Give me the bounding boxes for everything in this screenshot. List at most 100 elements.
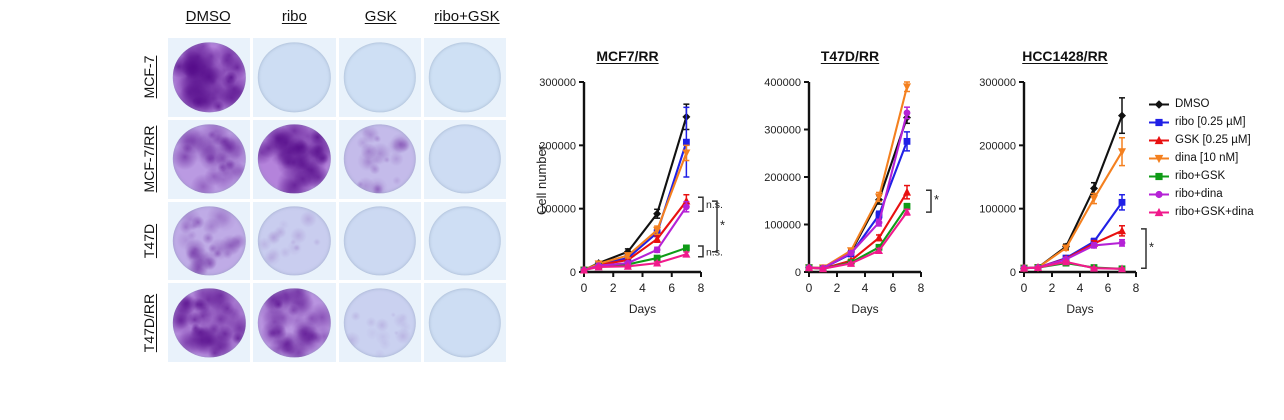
y-tick-label: 300000: [979, 77, 1016, 89]
well-disc: [343, 124, 416, 194]
data-point-marker: [1034, 263, 1042, 271]
plate-well: [168, 201, 251, 281]
legend-marker-icon: [1149, 207, 1169, 217]
significance-label: *: [934, 192, 939, 207]
y-tick-label: 300000: [539, 77, 576, 89]
y-tick-label: 100000: [764, 220, 801, 232]
data-point-marker: [1090, 195, 1098, 203]
legend-marker-icon: [1149, 172, 1169, 181]
data-point-marker: [1090, 184, 1098, 193]
well-colony-speckle: [258, 124, 331, 194]
data-point-marker: [875, 233, 883, 242]
y-tick-label: 0: [570, 267, 576, 279]
data-point-marker: [1062, 257, 1070, 266]
significance-bracket: *: [926, 189, 939, 213]
legend-item-label: ribo+GSK+dina: [1175, 206, 1254, 218]
plate-well: [253, 201, 336, 281]
data-point-marker: [875, 193, 883, 202]
plate-well: [338, 38, 421, 117]
legend-item-ribo-gsk-dina[interactable]: ribo+GSK+dina: [1148, 204, 1284, 221]
data-point-marker: [903, 109, 911, 117]
data-point-marker: [653, 226, 662, 235]
data-point-marker: [847, 259, 855, 267]
plate-well: [423, 201, 506, 281]
data-point-marker: [653, 246, 661, 254]
data-point-marker: [1090, 263, 1098, 272]
well-colony-speckle: [343, 287, 416, 358]
growth-curves-panel: MCF7/RR 0 100000 200000 300000 0 2 4 6 8 n.s. n.s. *…: [520, 40, 1284, 340]
well-disc: [343, 42, 416, 113]
legend-item-label: ribo+GSK: [1175, 170, 1226, 182]
y-axis-label: Cell number: [534, 144, 549, 215]
data-point-marker: [653, 258, 662, 267]
data-point-marker: [903, 187, 911, 196]
x-tick-label: 6: [1105, 281, 1112, 295]
legend-item-ribo-gsk[interactable]: ribo+GSK: [1148, 168, 1284, 185]
chart-title: T47D/RR: [820, 48, 880, 64]
well-disc: [172, 287, 246, 358]
well-colony-speckle: [258, 287, 331, 358]
legend-item-dmso[interactable]: DMSO: [1148, 96, 1284, 113]
legend-item-ribo-0-25-m[interactable]: ribo [0.25 µM]: [1148, 114, 1284, 131]
x-axis-label: Days: [851, 302, 879, 316]
x-tick-label: 8: [1133, 281, 1140, 295]
x-tick-label: 0: [581, 281, 588, 295]
plate-well: [423, 38, 506, 117]
x-tick-label: 6: [668, 281, 675, 295]
y-tick-label: 0: [795, 267, 801, 279]
plate-well: [253, 38, 336, 117]
plate-well: [168, 38, 251, 117]
legend-marker-icon: [1149, 118, 1169, 127]
well-disc: [258, 206, 331, 276]
data-point-marker: [594, 262, 603, 271]
chart-t47d-rr: T47D/RR 0 100000 200000 300000 400000 0 2 4 6 8 * Da…: [745, 40, 955, 330]
y-tick-label: 400000: [764, 77, 801, 89]
data-point-marker: [623, 252, 632, 260]
well-disc: [428, 124, 502, 194]
series-ribo-gsk-dina: [1020, 257, 1126, 273]
plate-well: [423, 119, 506, 199]
series-ribo-gsk-dina: [805, 207, 911, 273]
legend-marker-icon: [1149, 154, 1169, 164]
data-point-marker: [1118, 239, 1126, 247]
data-point-marker: [1020, 263, 1028, 272]
chart-hcc1428-rr: HCC1428/RR 0 100000 200000 300000 0 2 4 6 8 * Days: [960, 40, 1170, 330]
well-colony-speckle: [172, 206, 246, 276]
data-point-marker: [653, 254, 661, 262]
data-point-marker: [1062, 244, 1070, 253]
legend-item-dina-10-nm[interactable]: dina [10 nM]: [1148, 150, 1284, 167]
well-colony-speckle: [172, 287, 246, 358]
legend-item-gsk-0-25-m[interactable]: GSK [0.25 µM]: [1148, 132, 1284, 149]
well-disc: [428, 287, 502, 358]
plate-well: [168, 119, 251, 199]
plate-well: [338, 119, 421, 199]
x-tick-label: 4: [1077, 281, 1084, 295]
well-disc: [172, 206, 246, 276]
plate-row-label-mcf-7-rr: MCF-7/RR: [141, 125, 157, 193]
legend-item-label: dina [10 nM]: [1175, 152, 1239, 164]
legend-item-label: GSK [0.25 µM]: [1175, 134, 1251, 146]
y-tick-label: 200000: [764, 172, 801, 184]
data-point-marker: [682, 244, 690, 252]
significance-bracket: *: [712, 200, 725, 253]
well-colony-speckle: [172, 42, 246, 113]
plate-column-headers: DMSO ribo GSK ribo+GSK: [165, 6, 510, 34]
well-colony-speckle: [343, 124, 416, 194]
data-point-marker: [682, 203, 690, 211]
data-point-marker: [1118, 226, 1126, 235]
well-colony-speckle: [258, 206, 331, 276]
x-tick-label: 8: [918, 281, 925, 295]
y-tick-label: 0: [1010, 267, 1016, 279]
plate-well: [168, 283, 251, 362]
well-disc: [258, 124, 331, 194]
plate-well: [253, 283, 336, 362]
well-disc: [172, 124, 246, 194]
significance-label: n.s.: [706, 199, 723, 211]
x-tick-label: 0: [806, 281, 813, 295]
x-axis-label: Days: [628, 302, 657, 316]
series-legend: DMSO ribo [0.25 µM] GSK [0.25 µM] dina [10 …: [1148, 96, 1284, 222]
well-disc: [258, 42, 331, 113]
legend-item-ribo-dina[interactable]: ribo+dina: [1148, 186, 1284, 203]
y-tick-label: 100000: [979, 204, 1016, 216]
plate-row-label-t47d: T47D: [141, 223, 157, 259]
